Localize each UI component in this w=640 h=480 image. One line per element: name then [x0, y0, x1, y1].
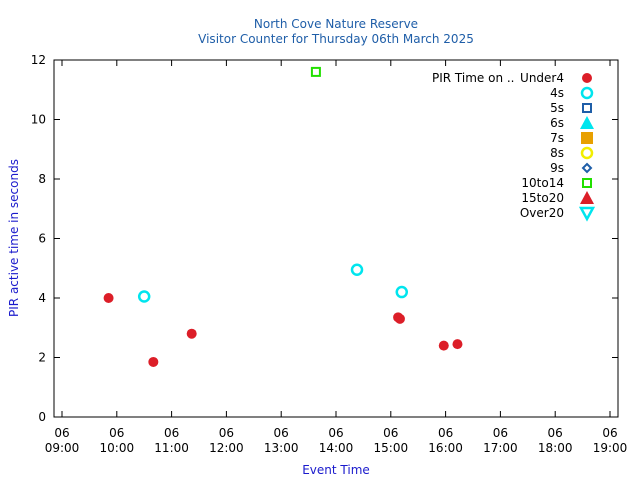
legend-marker-4s — [580, 86, 594, 100]
x-tick-time-label: 12:00 — [209, 441, 244, 455]
legend-marker-7s — [581, 132, 593, 144]
y-tick-label: 12 — [31, 53, 46, 67]
x-tick-day-label: 06 — [109, 426, 124, 440]
y-axis-label: PIR active time in seconds — [7, 159, 21, 317]
y-axis: 0 2 4 6 8 10 12 — [31, 53, 618, 424]
x-tick-day-label: 06 — [602, 426, 617, 440]
x-tick-time-label: 09:00 — [45, 441, 80, 455]
legend-marker-8s — [580, 146, 594, 160]
x-tick-day-label: 06 — [219, 426, 234, 440]
y-tick-label: 8 — [38, 172, 46, 186]
y-tick-label: 4 — [38, 291, 46, 305]
legend-label: 8s — [550, 146, 564, 160]
legend-label: 4s — [550, 86, 564, 100]
chart-title: North Cove Nature Reserve — [254, 17, 418, 31]
plot-frame — [53, 59, 619, 418]
legend-title: PIR Time on .. — [432, 71, 515, 85]
x-axis-label: Event Time — [302, 463, 370, 477]
x-tick-day-label: 06 — [493, 426, 508, 440]
x-tick-day-label: 06 — [438, 426, 453, 440]
data-point-under4 — [394, 313, 405, 324]
legend-marker-5s — [582, 103, 592, 113]
legend-marker-6s — [580, 116, 594, 129]
data-point-4s — [137, 290, 151, 303]
data-point-under4 — [148, 356, 159, 367]
x-tick-time-label: 13:00 — [264, 441, 299, 455]
data-point-under4 — [103, 293, 114, 303]
legend-label: Over20 — [520, 206, 564, 220]
x-tick-time-label: 10:00 — [100, 441, 135, 455]
legend-label: 7s — [550, 131, 564, 145]
x-tick-time-label: 16:00 — [428, 441, 463, 455]
x-tick-day-label: 06 — [548, 426, 563, 440]
x-tick-time-label: 19:00 — [593, 441, 628, 455]
x-tick-time-label: 11:00 — [154, 441, 189, 455]
legend-label: 6s — [550, 116, 564, 130]
data-point-4s — [395, 285, 409, 299]
data-points — [103, 66, 463, 367]
legend-marker-15to20 — [580, 191, 594, 204]
y-tick-label: 6 — [38, 232, 46, 246]
y-tick-label: 0 — [38, 410, 46, 424]
data-point-under4 — [186, 328, 197, 339]
x-tick-time-label: 14:00 — [319, 441, 354, 455]
data-point-under4 — [438, 340, 449, 351]
x-tick-time-label: 18:00 — [538, 441, 573, 455]
x-tick-time-label: 17:00 — [483, 441, 518, 455]
x-tick-day-label: 06 — [383, 426, 398, 440]
legend-label: 5s — [550, 101, 564, 115]
y-tick-label: 2 — [38, 351, 46, 365]
legend-marker-under4 — [582, 73, 592, 83]
y-tick-label: 10 — [31, 113, 46, 127]
chart-subtitle: Visitor Counter for Thursday 06th March … — [198, 32, 474, 46]
legend-label: 15to20 — [521, 191, 564, 205]
legend-marker-over20 — [578, 206, 596, 222]
legend-label: 9s — [550, 161, 564, 175]
legend-marker-9s — [581, 162, 593, 174]
x-tick-day-label: 06 — [54, 426, 69, 440]
legend-label: 10to14 — [521, 176, 564, 190]
x-tick-day-label: 06 — [164, 426, 179, 440]
data-point-under4 — [452, 339, 463, 350]
data-point-10to14 — [310, 66, 321, 77]
x-tick-day-label: 06 — [328, 426, 343, 440]
x-tick-day-label: 06 — [274, 426, 289, 440]
x-tick-time-label: 15:00 — [374, 441, 409, 455]
data-point-4s — [350, 263, 364, 276]
legend-marker-10to14 — [582, 178, 592, 188]
x-axis: 0609:000610:000611:000612:000613:000614:… — [45, 60, 628, 455]
legend-label: Under4 — [520, 71, 564, 85]
